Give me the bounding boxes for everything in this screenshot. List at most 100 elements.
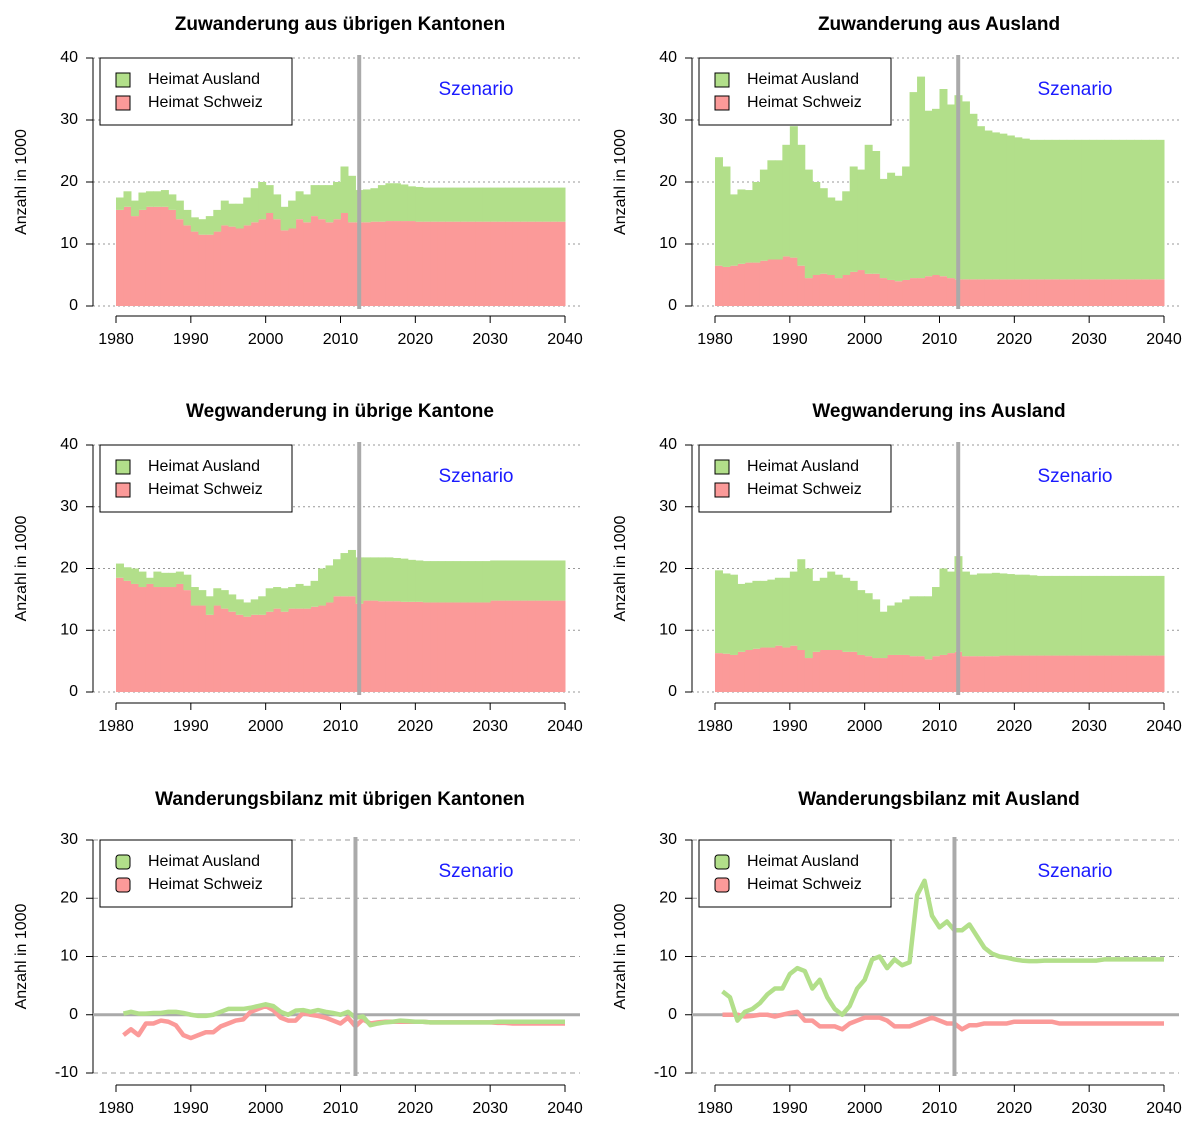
bar-segment (804, 278, 813, 306)
annotation: Szenario (439, 466, 514, 487)
x-tick-label: 2040 (1146, 331, 1182, 348)
bar-segment (520, 187, 529, 222)
x-tick-label: 1990 (173, 718, 209, 735)
bar-segment (415, 186, 424, 222)
bar-segment (1111, 655, 1120, 692)
bar-segment (946, 278, 955, 306)
legend-swatch (714, 95, 730, 111)
legend-swatch (115, 854, 131, 870)
bar-segment (1119, 139, 1128, 280)
bar-segment (759, 169, 768, 261)
bar-segment (752, 262, 761, 306)
bar-segment (1014, 137, 1023, 280)
bar-segment (437, 561, 446, 603)
bar-segment (333, 596, 341, 692)
panel: Zuwanderung aus Ausland Anzahl in 1000 0 10… (612, 14, 1182, 348)
bar-segment (153, 587, 162, 692)
bar-segment (864, 273, 873, 306)
bar-segment (123, 580, 132, 692)
bar-segment (347, 175, 356, 223)
bar-segment (797, 144, 806, 266)
bar-segment (767, 259, 776, 306)
x-tick-label: 1980 (98, 1100, 134, 1117)
bar-segment (849, 271, 858, 306)
bar-segment (1006, 655, 1015, 692)
x-tick-label: 2040 (547, 1100, 583, 1117)
bar-segment (362, 222, 371, 306)
bar-segment (1134, 139, 1143, 280)
bar-segment (1081, 655, 1090, 692)
bar-segment (991, 279, 1000, 306)
bar-segment (879, 611, 888, 659)
bar-segment (265, 588, 274, 612)
x-tick-label: 1980 (98, 718, 134, 735)
bar-segment (984, 279, 993, 306)
bar-segment (422, 561, 431, 603)
bar-segment (520, 221, 529, 306)
bar-segment (452, 602, 461, 692)
bar-segment (527, 560, 536, 601)
bar-segment (842, 275, 851, 306)
bar-segment (932, 108, 940, 275)
bar-segment (295, 219, 304, 306)
bar-segment (1014, 279, 1023, 306)
bar-segment (1051, 655, 1060, 692)
bar-segment (550, 221, 559, 306)
legend-label: Heimat Ausland (148, 458, 260, 475)
x-tick-label: 1990 (772, 331, 808, 348)
y-tick-label: 0 (668, 297, 677, 314)
legend-swatch (115, 72, 131, 88)
bar-segment (258, 182, 267, 220)
bar-segment (228, 226, 237, 306)
bar-segment (228, 594, 237, 612)
bar-segment (1014, 574, 1023, 656)
bar-segment (460, 561, 469, 603)
bar-segment (1156, 575, 1165, 656)
bar-segment (879, 658, 888, 692)
bar-segment (415, 601, 424, 692)
bar-segment (946, 653, 955, 692)
bar-segment (130, 216, 139, 306)
bar-segment (198, 234, 207, 306)
bar-segment (819, 273, 828, 306)
y-tick-label: 30 (60, 498, 78, 515)
bar-segment (475, 561, 484, 603)
bar-segment (752, 648, 761, 692)
annotation: Szenario (439, 79, 514, 100)
panel: Wanderungsbilanz mit übrigen Kantonen Anz… (13, 789, 583, 1117)
bar-segment (243, 602, 252, 617)
bar-segment (782, 647, 791, 692)
y-tick-label: 20 (659, 173, 677, 190)
bar-segment (819, 650, 828, 692)
x-tick-label: 2040 (1146, 1100, 1182, 1117)
bar-segment (475, 602, 484, 692)
bar-segment (1066, 575, 1075, 656)
bar-segment (490, 221, 499, 306)
bar-segment (729, 654, 738, 692)
bar-segment (857, 270, 866, 306)
bar-segment (550, 600, 559, 692)
bar-segment (1036, 655, 1045, 692)
bar-segment (460, 602, 469, 692)
bar-segment (1111, 139, 1120, 280)
bar-segment (827, 571, 836, 651)
bar-segment (475, 221, 484, 306)
bar-segment (797, 265, 806, 306)
bar-segment (370, 557, 379, 601)
annotation: Szenario (439, 861, 514, 882)
bar-segment (490, 600, 499, 692)
bar-segment (1089, 279, 1098, 306)
bar-segment (183, 225, 192, 306)
y-tick-label: 40 (60, 49, 78, 66)
bar-segment (1066, 655, 1075, 692)
bar-segment (1081, 139, 1090, 280)
bar-segment (205, 614, 214, 692)
bar-segment (520, 560, 529, 601)
bar-segment (460, 221, 469, 306)
bar-segment (295, 583, 304, 609)
bar-segment (385, 557, 394, 602)
bar-segment (273, 587, 282, 609)
bar-segment (1081, 575, 1090, 656)
bar-segment (400, 558, 409, 602)
